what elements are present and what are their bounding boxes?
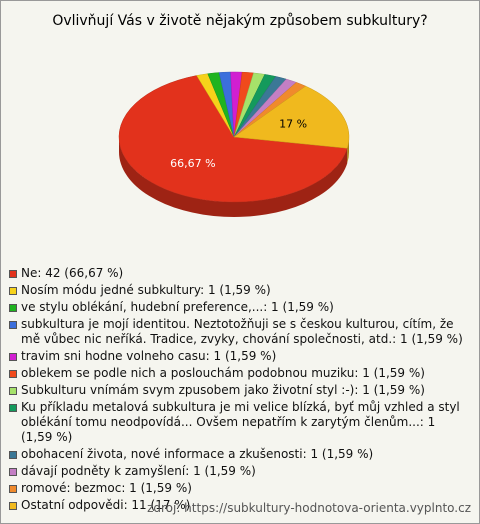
legend-swatch xyxy=(9,353,17,361)
legend-item: Ku příkladu metalová subkultura je mi ve… xyxy=(9,400,469,445)
legend-swatch xyxy=(9,468,17,476)
legend-label: obohacení života, nové informace a zkuše… xyxy=(21,447,374,461)
legend-label: Ostatní odpovědi: 11 (17 %) xyxy=(21,498,191,512)
legend-item: ve stylu oblékání, hudební preference,..… xyxy=(9,300,469,315)
legend-swatch xyxy=(9,451,17,459)
legend-label: travim sni hodne volneho casu: 1 (1,59 %… xyxy=(21,349,277,363)
legend-swatch xyxy=(9,270,17,278)
legend-item: romové: bezmoc: 1 (1,59 %) xyxy=(9,481,469,496)
legend-item: Nosím módu jedné subkultury: 1 (1,59 %) xyxy=(9,283,469,298)
legend-item: dávají podněty k zamyšlení: 1 (1,59 %) xyxy=(9,464,469,479)
source: zdroj: https://subkultury-hodnotova-orie… xyxy=(147,501,471,515)
pie-area: Ovlivňují Vás v životě nějakým způsobem … xyxy=(52,13,428,217)
legend-item: travim sni hodne volneho casu: 1 (1,59 %… xyxy=(9,349,469,364)
legend-label: romové: bezmoc: 1 (1,59 %) xyxy=(21,481,192,495)
legend-label: Subkulturu vnímám svym zpusobem jako živ… xyxy=(21,383,425,397)
legend-item: Ne: 42 (66,67 %) xyxy=(9,266,469,281)
legend-item: Ostatní odpovědi: 11 (17 %) xyxy=(9,498,469,513)
legend: Ne: 42 (66,67 %) Nosím módu jedné subkult… xyxy=(9,266,469,515)
legend-swatch xyxy=(9,502,17,510)
value-label: 66,67 % xyxy=(170,157,215,170)
value-label: 17 % xyxy=(279,117,307,130)
legend-swatch xyxy=(9,321,17,329)
legend-swatch xyxy=(9,485,17,493)
legend-swatch xyxy=(9,304,17,312)
legend-item: subkultura je mojí identitou. Neztotožňu… xyxy=(9,317,469,347)
slice-side xyxy=(119,137,348,217)
chart-title: Ovlivňují Vás v životě nějakým způsobem … xyxy=(52,13,427,29)
legend-label: Nosím módu jedné subkultury: 1 (1,59 %) xyxy=(21,283,271,297)
legend-swatch xyxy=(9,387,17,395)
legend-label: subkultura je mojí identitou. Neztotožňu… xyxy=(21,317,463,346)
slice xyxy=(233,85,350,149)
legend-item: oblekem se podle nich a poslouchám podob… xyxy=(9,366,469,381)
legend-label: Ku příkladu metalová subkultura je mi ve… xyxy=(21,400,460,444)
legend-label: ve stylu oblékání, hudební preference,..… xyxy=(21,300,334,314)
legend-label: dávají podněty k zamyšlení: 1 (1,59 %) xyxy=(21,464,256,478)
legend-swatch xyxy=(9,370,17,378)
legend-label: Ne: 42 (66,67 %) xyxy=(21,266,124,280)
legend-swatch xyxy=(9,287,17,295)
legend-label: oblekem se podle nich a poslouchám podob… xyxy=(21,366,425,380)
slice xyxy=(118,75,348,203)
legend-swatch xyxy=(9,404,17,412)
legend-item: obohacení života, nové informace a zkuše… xyxy=(9,447,469,462)
legend-item: Subkulturu vnímám svym zpusobem jako živ… xyxy=(9,383,469,398)
